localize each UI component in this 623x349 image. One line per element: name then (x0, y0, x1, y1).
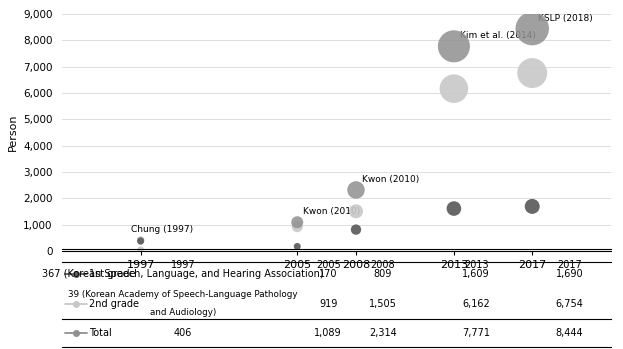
Point (527, 203, 537, 209)
Text: 2008: 2008 (371, 260, 396, 270)
Text: 406: 406 (174, 328, 192, 338)
Text: 7,771: 7,771 (462, 328, 490, 338)
Text: Kwon (2010): Kwon (2010) (362, 175, 419, 184)
Point (527, 26, 537, 31)
Text: Kwon (2010): Kwon (2010) (303, 207, 360, 216)
Text: 1,609: 1,609 (462, 269, 490, 279)
Text: 2005: 2005 (316, 260, 341, 270)
Text: KSLP (2018): KSLP (2018) (538, 14, 593, 23)
Text: 2,314: 2,314 (369, 328, 397, 338)
Text: and Audiology): and Audiology) (150, 309, 216, 317)
Point (292, 220, 302, 225)
Point (449, 206, 459, 211)
Text: 1st grade: 1st grade (88, 269, 135, 279)
Y-axis label: Person: Person (7, 114, 17, 151)
Point (527, 70, 537, 76)
Text: 2017: 2017 (557, 260, 582, 270)
Text: 1,505: 1,505 (369, 299, 397, 309)
Text: 8,444: 8,444 (556, 328, 583, 338)
Text: 809: 809 (374, 269, 392, 279)
Text: 919: 919 (319, 299, 338, 309)
Point (136, 247, 146, 253)
Text: 39 (Korean Academy of Speech-Language Pathology: 39 (Korean Academy of Speech-Language Pa… (68, 290, 298, 299)
Text: 1,089: 1,089 (315, 328, 342, 338)
Text: 170: 170 (319, 269, 338, 279)
Text: Chung (1997): Chung (1997) (131, 225, 193, 234)
Text: 1997: 1997 (171, 260, 195, 270)
Point (351, 227, 361, 232)
Text: Total: Total (88, 328, 112, 338)
Point (136, 237, 146, 243)
Text: 2nd grade: 2nd grade (88, 299, 138, 309)
Point (292, 224, 302, 230)
Text: 1,690: 1,690 (556, 269, 583, 279)
Point (449, 86, 459, 91)
Text: Kim et al. (2014): Kim et al. (2014) (460, 31, 536, 40)
Point (351, 187, 361, 193)
Text: 367 (Korean Speech, Language, and Hearing Association): 367 (Korean Speech, Language, and Hearin… (42, 269, 324, 279)
Text: 6,162: 6,162 (462, 299, 490, 309)
Point (292, 244, 302, 249)
Text: 6,754: 6,754 (556, 299, 583, 309)
Point (136, 238, 146, 244)
Point (351, 208, 361, 214)
Text: 2013: 2013 (464, 260, 488, 270)
Point (449, 44, 459, 49)
